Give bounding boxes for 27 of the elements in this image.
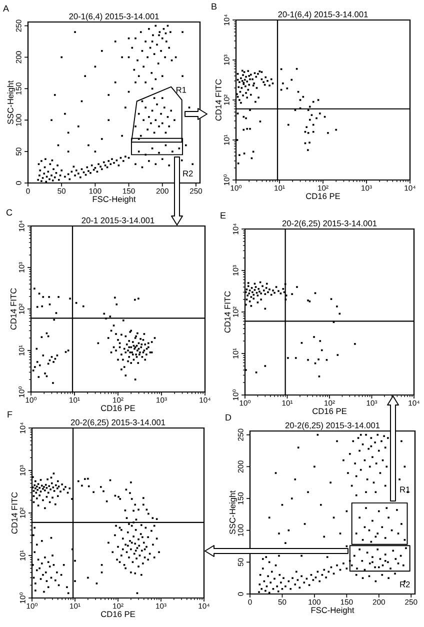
text: A bbox=[3, 5, 10, 12]
chart-title: 20-2(6,25) 2015-3-14.001 bbox=[285, 422, 380, 430]
text: F bbox=[8, 411, 12, 418]
annotation: R2 bbox=[183, 170, 193, 176]
chart-title: 20-1 2015-3-14.001 bbox=[82, 217, 154, 224]
y-axis-title: SSC-Height bbox=[7, 80, 16, 124]
chart-title: 20-2(6,25) 2015-3-14.001 bbox=[70, 419, 166, 427]
x-axis-title: CD16 PE bbox=[306, 193, 340, 200]
chart-title: 20-1(6,4) 2015-3-14.001 bbox=[69, 13, 159, 21]
y-axis-title: CD14 FITC bbox=[10, 288, 16, 330]
y-axis-title: CD14 FITC bbox=[216, 79, 222, 121]
annotation: R2 bbox=[400, 581, 410, 588]
x-axis-title: CD16 PE bbox=[101, 405, 136, 412]
chart-title: 20-1(6,4) 2015-3-14.001 bbox=[278, 11, 368, 19]
text: C bbox=[6, 209, 12, 216]
x-axis-title: CD16 PE bbox=[101, 611, 136, 618]
y-axis-title: CD14 FITC bbox=[224, 291, 230, 333]
y-axis-title: SSC-Height bbox=[229, 490, 238, 534]
annotation: R1 bbox=[176, 86, 186, 93]
y-axis-title: CD14 FITC bbox=[12, 492, 18, 534]
x-axis-title: CD16 PE bbox=[312, 408, 347, 414]
text: E bbox=[220, 212, 226, 219]
x-axis-title: FSC-Height bbox=[92, 196, 136, 204]
text: B bbox=[212, 3, 217, 10]
text: D bbox=[226, 414, 232, 421]
x-axis-title: FSC-Height bbox=[311, 606, 354, 615]
chart-title: 20-2(6,25) 2015-3-14.001 bbox=[282, 220, 377, 228]
